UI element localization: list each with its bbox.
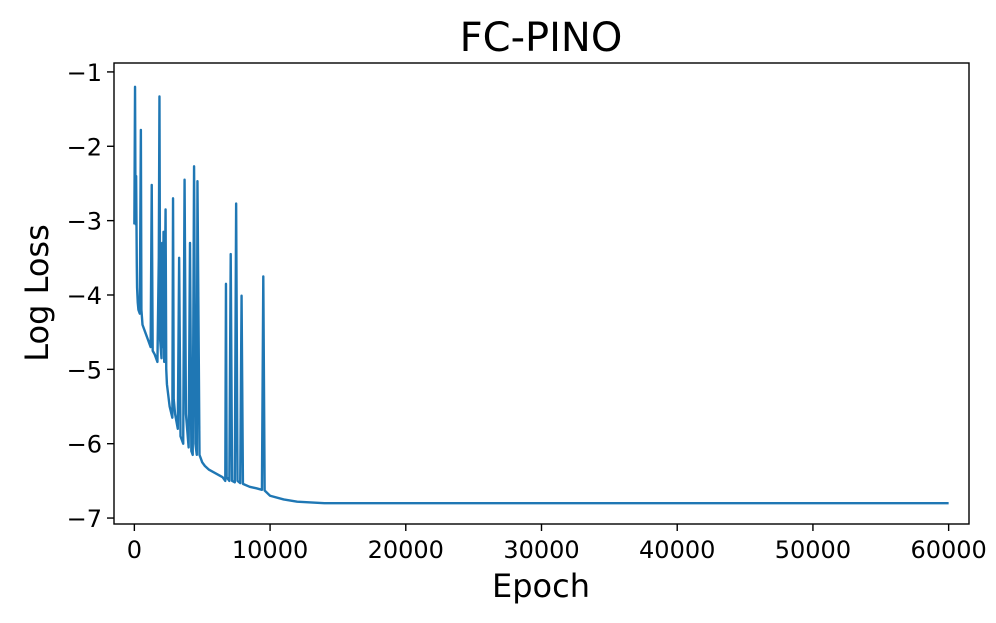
x-tick-label: 40000: [639, 536, 715, 564]
x-tick-label: 20000: [368, 536, 444, 564]
x-tick-label: 50000: [775, 536, 851, 564]
y-tick-label: −3: [67, 208, 102, 236]
series-layer: [133, 85, 949, 505]
y-tick-label: −5: [67, 356, 102, 384]
y-tick-label: −7: [67, 505, 102, 533]
x-tick-label: 60000: [910, 536, 986, 564]
y-tick-label: −1: [67, 59, 102, 87]
y-axis-ticks: −1 −2 −3 −4 −5 −6 −7: [67, 59, 114, 533]
loss-series-line: [133, 85, 949, 505]
y-tick-label: −2: [67, 133, 102, 161]
y-axis-label: Log Loss: [18, 224, 56, 362]
x-tick-label: 10000: [232, 536, 308, 564]
x-axis-ticks: 0 10000 20000 30000 40000 50000 60000: [127, 524, 987, 564]
y-tick-label: −6: [67, 431, 102, 459]
x-tick-label: 30000: [503, 536, 579, 564]
chart-title: FC-PINO: [460, 15, 623, 61]
x-tick-label: 0: [127, 536, 142, 564]
x-axis-label: Epoch: [492, 567, 590, 605]
y-tick-label: −4: [67, 282, 102, 310]
